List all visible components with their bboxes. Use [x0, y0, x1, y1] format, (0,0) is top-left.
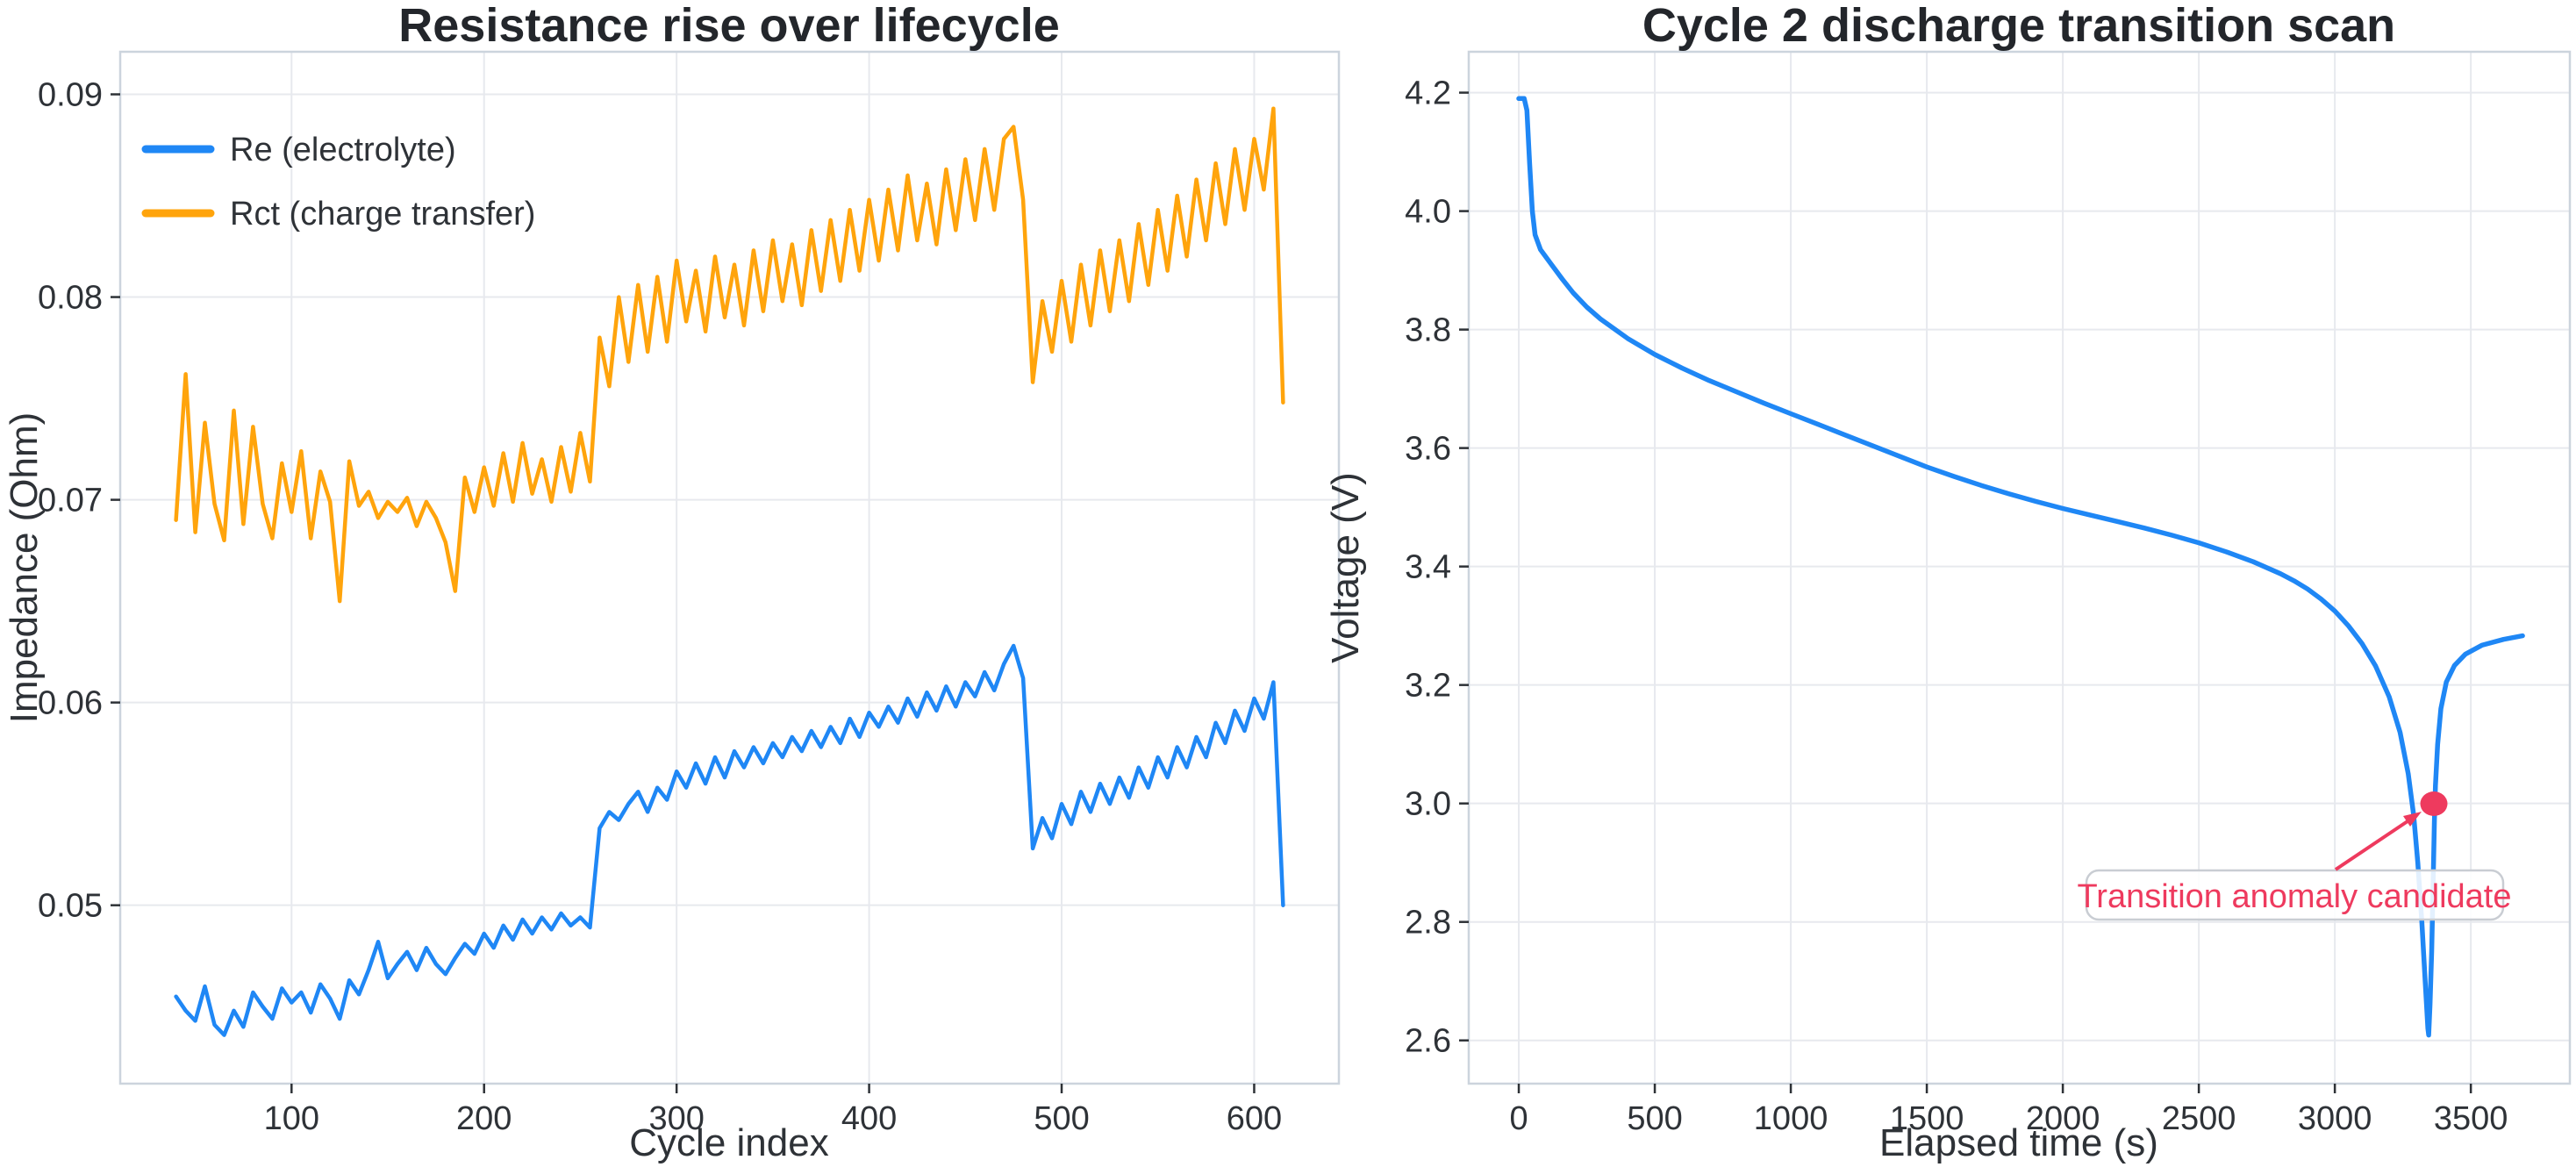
x-tick-label: 400 [841, 1100, 897, 1137]
y-tick-label: 0.06 [38, 685, 103, 722]
plot-border [1467, 50, 2572, 1085]
x-tick-label: 100 [264, 1100, 319, 1137]
anomaly-annotation: Transition anomaly candidate [2078, 791, 2512, 921]
x-tick-label: 1000 [1754, 1100, 1828, 1137]
left-chart-title: Resistance rise over lifecycle [398, 0, 1059, 52]
y-tick-label: 4.0 [1405, 194, 1451, 231]
y-tick-label: 0.07 [38, 483, 103, 519]
x-tick-label: 0 [1509, 1100, 1528, 1137]
x-tick-label: 1500 [1890, 1100, 1964, 1137]
legend: Re (electrolyte) Rct (charge transfer) [141, 132, 535, 233]
left-chart-ylabel: Impedance (Ohm) [3, 412, 46, 724]
y-tick-label: 2.8 [1405, 905, 1451, 941]
y-tick-label: 3.8 [1405, 312, 1451, 349]
y-tick-label: 2.6 [1405, 1023, 1451, 1060]
x-tick-label: 200 [456, 1100, 512, 1137]
y-tick-label: 3.2 [1405, 668, 1451, 705]
series-Re (electrolyte) [174, 643, 1285, 1037]
y-tick-label: 4.2 [1405, 75, 1451, 112]
y-tick-label: 3.6 [1405, 431, 1451, 468]
x-tick-label: 2000 [2026, 1100, 2100, 1137]
annotation-arrowhead-icon [2403, 812, 2422, 827]
annotation-label: Transition anomaly candidate [2078, 878, 2512, 915]
series-Discharge voltage [1516, 96, 2525, 1038]
anomaly-marker-dot [2420, 791, 2448, 816]
x-tick-label: 500 [1034, 1100, 1089, 1137]
plot-border [118, 50, 1341, 1085]
legend-label-rct: Rct (charge transfer) [230, 196, 535, 233]
right-chart-title: Cycle 2 discharge transition scan [1642, 0, 2395, 52]
y-tick-label: 0.05 [38, 888, 103, 925]
legend-label-re: Re (electrolyte) [230, 132, 456, 168]
x-tick-label: 500 [1627, 1100, 1682, 1137]
y-tick-label: 0.08 [38, 280, 103, 317]
x-tick-label: 3000 [2298, 1100, 2372, 1137]
right-chart: 0 500 1000 1500 2000 2500 3000 3500 2.6 2.8 3.0 3.2… [1405, 50, 2572, 1137]
x-tick-label: 600 [1227, 1100, 1282, 1137]
y-tick-label: 0.09 [38, 77, 103, 114]
annotation-arrow-shaft [2334, 820, 2409, 871]
left-chart-xlabel: Cycle index [629, 1121, 828, 1164]
x-tick-label: 300 [648, 1100, 704, 1137]
annotation-box [2085, 869, 2505, 921]
y-tick-label: 3.4 [1405, 549, 1451, 586]
x-tick-label: 3500 [2434, 1100, 2508, 1137]
left-chart: 100 200 300 400 500 600 0.05 0.06 0.07 0.08 0.09 [38, 50, 1341, 1137]
right-chart-ylabel: Voltage (V) [1324, 472, 1367, 663]
right-chart-xlabel: Elapsed time (s) [1879, 1121, 2158, 1164]
y-tick-label: 3.0 [1405, 786, 1451, 823]
x-tick-label: 2500 [2162, 1100, 2236, 1137]
series-Rct (charge transfer) [174, 106, 1285, 604]
